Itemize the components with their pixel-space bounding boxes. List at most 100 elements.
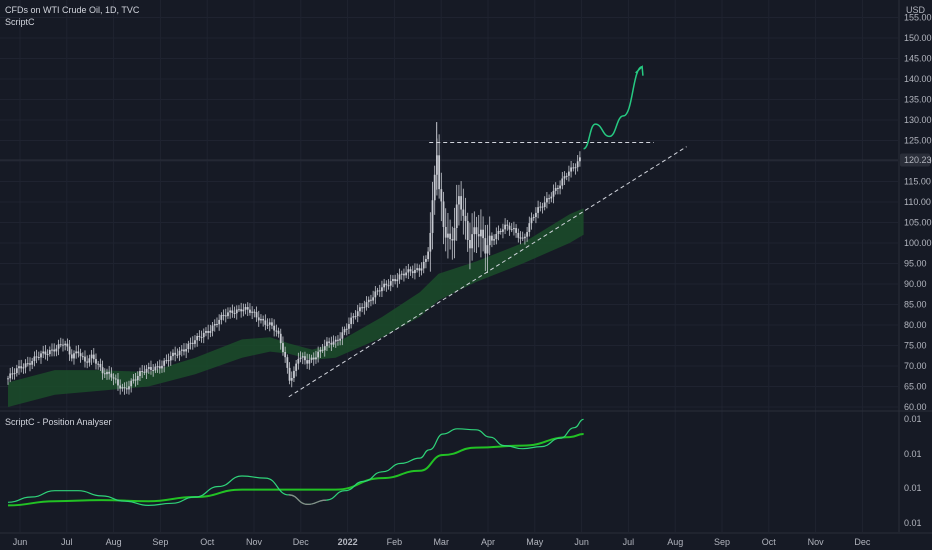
candle-body — [202, 332, 205, 338]
candle-body — [497, 230, 500, 234]
candle-body — [354, 316, 357, 318]
price-tick-label: 150.00 — [904, 33, 932, 43]
candle-body — [310, 357, 313, 360]
candle-body — [154, 366, 157, 371]
candle-body — [383, 283, 386, 288]
candle-body — [35, 356, 38, 358]
candle-body — [462, 209, 465, 216]
candle-body — [480, 229, 482, 237]
candle-body — [284, 352, 287, 358]
candle-body — [502, 229, 504, 232]
candle-body — [194, 340, 196, 344]
candles-layer[interactable] — [7, 122, 581, 395]
candle-body — [106, 371, 108, 375]
candle-body — [464, 215, 467, 222]
candle-body — [367, 299, 370, 303]
oscillator-tick-label: 0.01 — [904, 518, 922, 528]
candle-body — [233, 313, 236, 315]
candle-body — [293, 370, 295, 378]
candle-body — [220, 314, 223, 320]
candle-body — [198, 336, 201, 338]
candle-body — [57, 344, 60, 349]
current-price-tag — [900, 153, 930, 167]
candle-body — [40, 353, 42, 358]
price-tick-label: 115.00 — [904, 177, 931, 187]
oscillator-tick-label: 0.01 — [904, 449, 922, 459]
candle-body — [330, 342, 333, 345]
candle-body — [172, 352, 174, 357]
candle-body — [429, 232, 432, 252]
candle-body — [275, 330, 278, 332]
candle-body — [524, 236, 526, 239]
candle-body — [304, 356, 306, 361]
candle-body — [451, 239, 454, 241]
time-tick-label: Dec — [293, 537, 310, 547]
candle-body — [110, 373, 113, 378]
candle-body — [348, 324, 350, 329]
candle-body — [396, 279, 399, 282]
candle-body — [66, 343, 69, 347]
candle-body — [365, 302, 368, 308]
candle-body — [442, 201, 445, 227]
time-tick-label: Jul — [623, 537, 635, 547]
indicator-label: ScriptC — [5, 17, 35, 27]
candle-body — [112, 377, 115, 379]
candle-body — [387, 285, 390, 287]
candle-body — [141, 371, 144, 373]
time-tick-label: Apr — [481, 537, 495, 547]
candle-body — [26, 363, 29, 365]
candle-body — [321, 349, 324, 351]
candle-body — [411, 271, 414, 274]
candle-body — [70, 354, 73, 359]
candle-body — [29, 363, 31, 365]
candle-body — [139, 371, 141, 377]
candle-body — [125, 388, 128, 390]
candle-body — [372, 297, 375, 301]
candle-body — [244, 307, 247, 310]
candle-body — [407, 269, 410, 273]
candle-body — [31, 361, 34, 365]
candle-body — [156, 366, 159, 368]
candle-body — [167, 360, 170, 362]
candle-body — [530, 217, 533, 224]
candle-body — [506, 224, 509, 226]
time-tick-label: Nov — [246, 537, 263, 547]
candle-body — [46, 354, 49, 356]
candle-body — [218, 319, 221, 325]
candle-body — [73, 353, 75, 359]
candle-body — [266, 324, 269, 326]
candle-body — [257, 317, 260, 321]
candle-body — [425, 259, 427, 262]
oscillator-fast-line — [7, 418, 584, 507]
candle-body — [119, 385, 122, 389]
candle-body — [458, 196, 460, 205]
candle-body — [143, 371, 146, 373]
candle-body — [493, 239, 496, 241]
time-tick-label: Nov — [808, 537, 825, 547]
time-tick-label: Oct — [200, 537, 215, 547]
ma-band — [8, 208, 584, 407]
candle-body — [224, 315, 227, 317]
candle-body — [431, 200, 434, 233]
price-tick-label: 105.00 — [904, 218, 932, 228]
candle-body — [563, 176, 566, 179]
time-tick-label: 2022 — [338, 537, 358, 547]
projection-arrow-path — [583, 65, 643, 150]
price-tick-label: 155.00 — [904, 13, 932, 23]
candle-body — [495, 233, 498, 240]
candle-body — [189, 342, 192, 344]
candle-body — [345, 328, 348, 330]
candle-body — [486, 245, 489, 254]
candle-body — [376, 290, 379, 292]
candle-body — [491, 235, 493, 241]
candle-body — [92, 354, 95, 360]
candle-body — [183, 349, 185, 352]
candle-body — [42, 351, 45, 354]
candle-body — [561, 178, 564, 186]
time-tick-label: Jun — [13, 537, 28, 547]
candle-body — [541, 206, 544, 208]
candle-body — [51, 349, 53, 351]
candle-body — [235, 309, 238, 314]
candle-body — [207, 330, 210, 333]
